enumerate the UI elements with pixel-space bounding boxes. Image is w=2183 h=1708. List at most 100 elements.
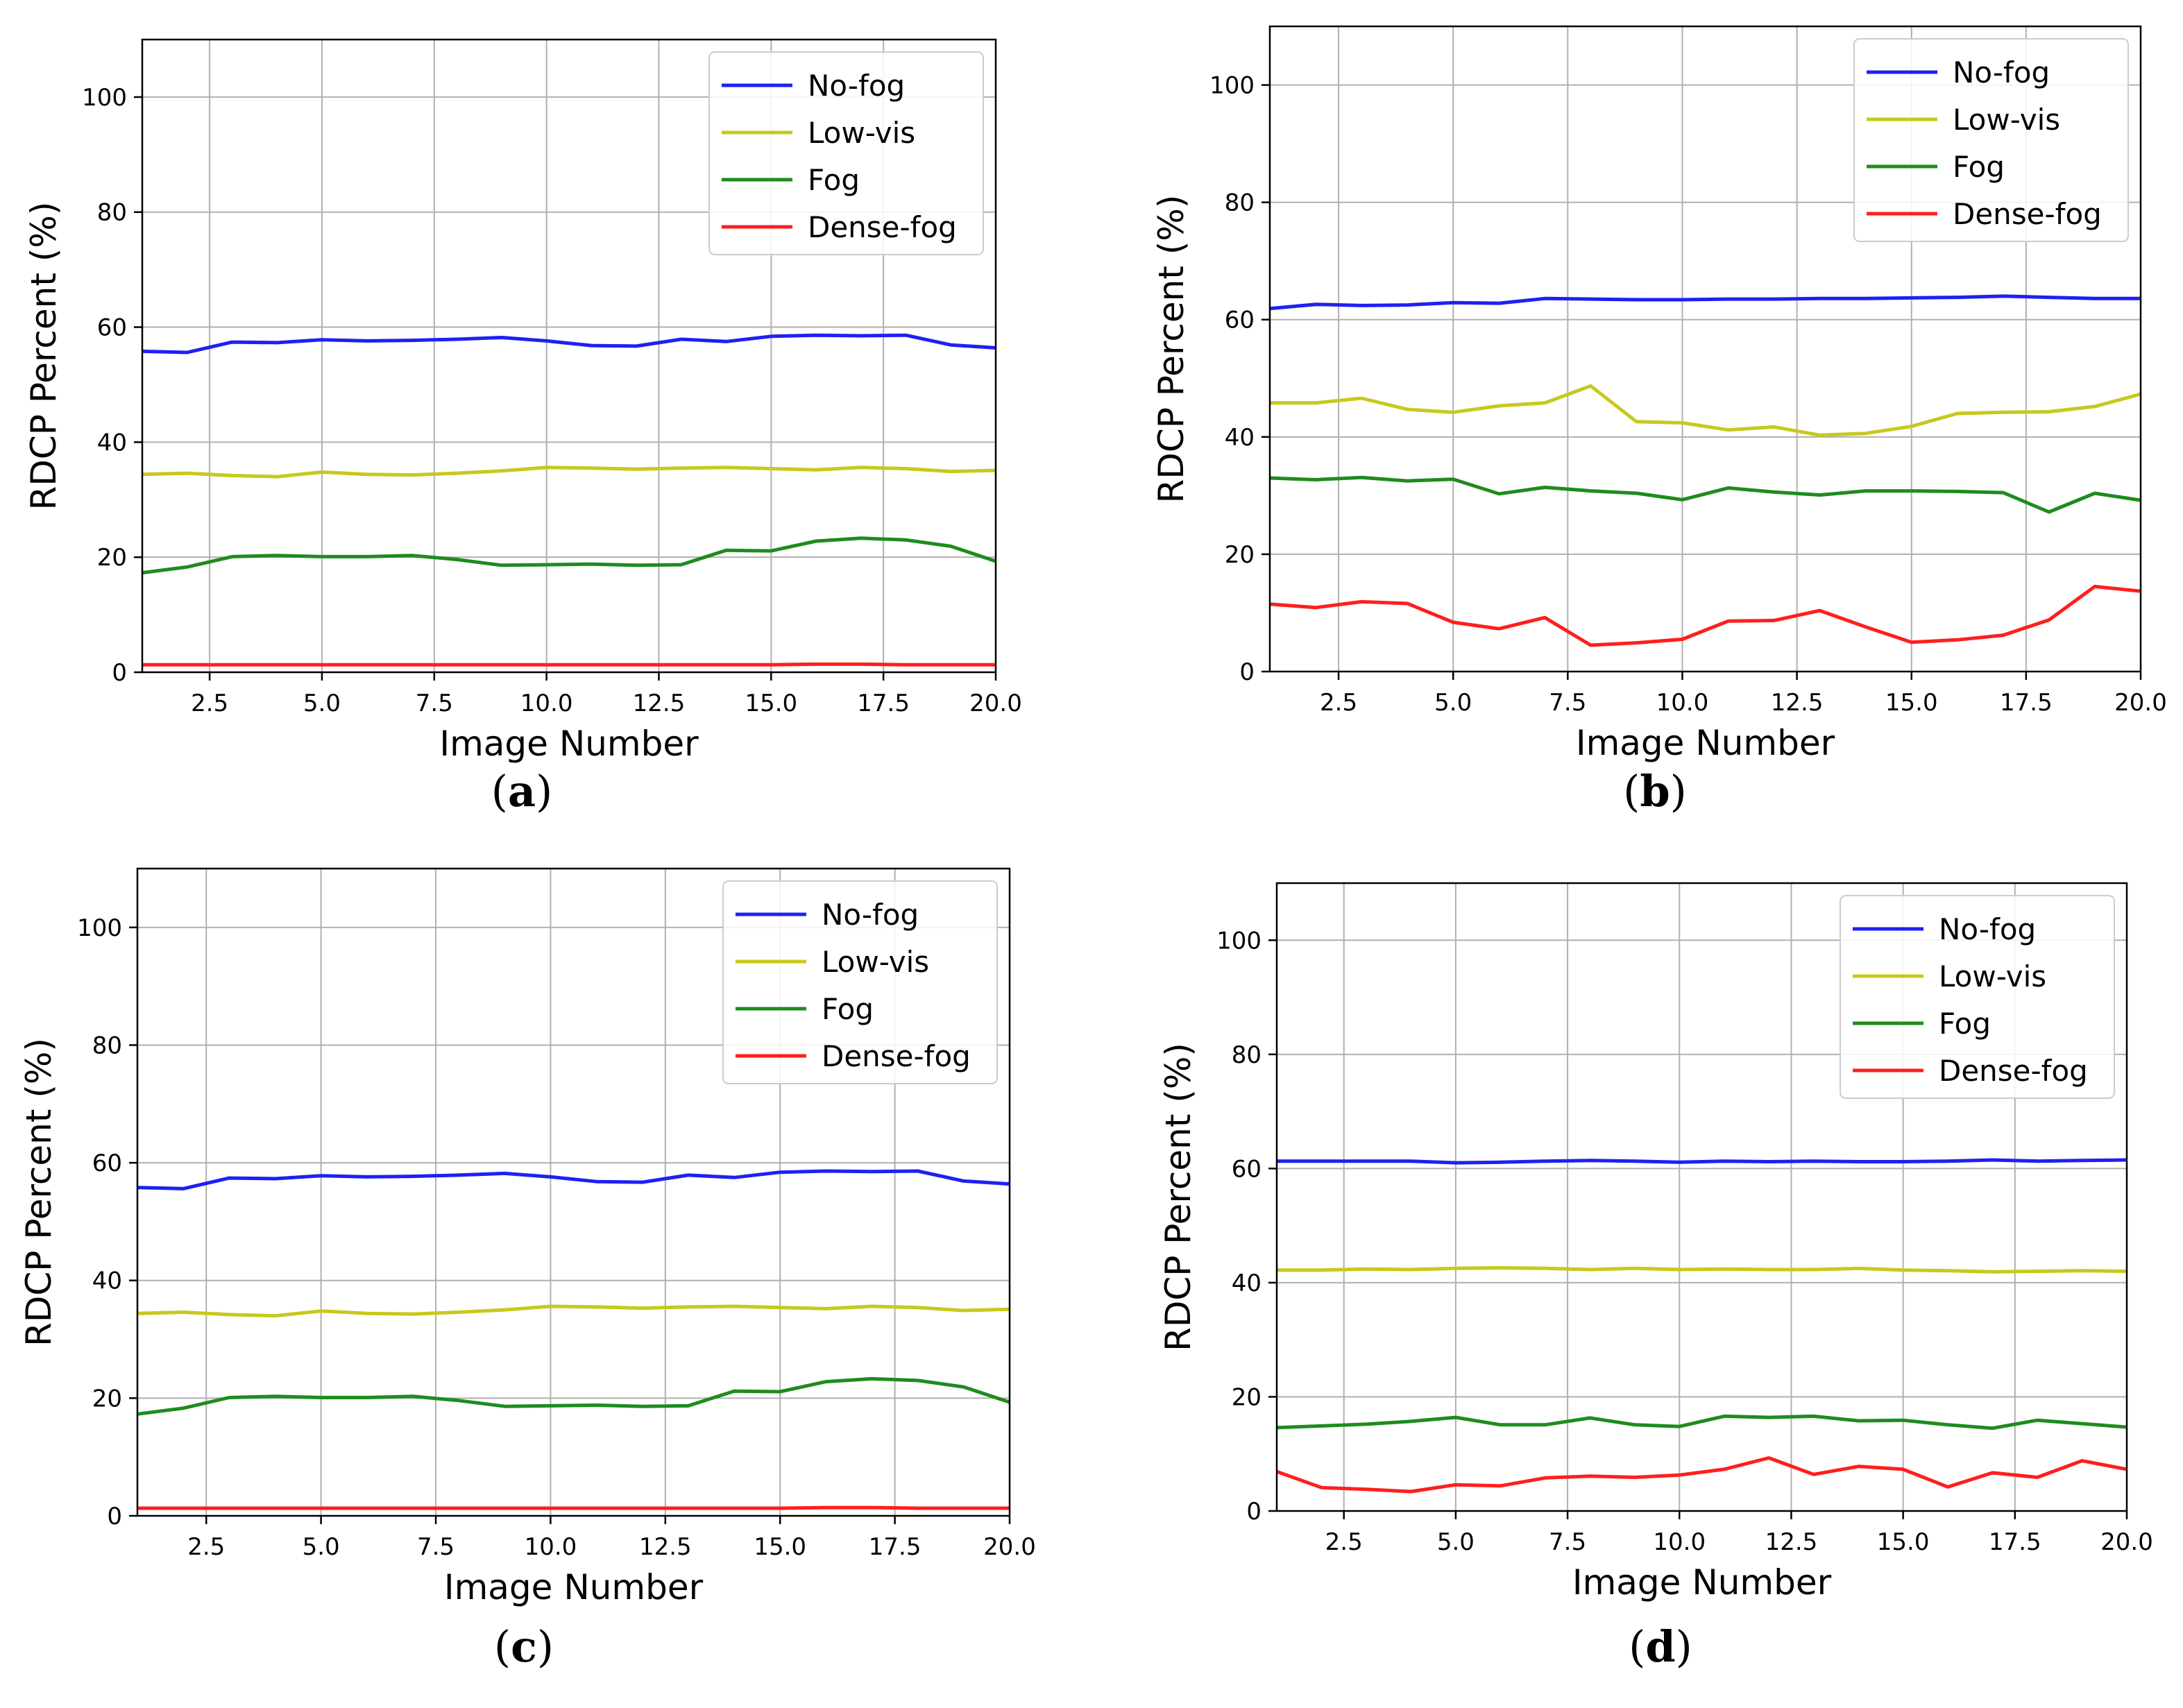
caption-paren: ( <box>491 766 508 817</box>
series-line-no-fog <box>137 1169 1010 1190</box>
y-tick-label: 60 <box>1232 1155 1262 1183</box>
x-tick-label: 7.5 <box>1549 1528 1586 1556</box>
x-tick-label: 20.0 <box>2100 1528 2153 1556</box>
x-tick-label: 5.0 <box>303 690 341 717</box>
plot-frame <box>1268 25 2142 673</box>
x-tick-label: 12.5 <box>1771 689 1824 717</box>
caption-letter: d <box>1645 1621 1675 1672</box>
caption-paren: ) <box>537 1621 554 1672</box>
legend-box <box>1853 38 2129 242</box>
x-axis-label: Image Number <box>439 724 699 764</box>
legend-label: No-fog <box>1953 55 2050 89</box>
y-tick-label: 80 <box>1232 1041 1262 1069</box>
legend-label: No-fog <box>822 898 919 932</box>
y-tick-label: 0 <box>107 1503 122 1530</box>
series-line-low-vis <box>142 466 996 479</box>
y-tick-label: 60 <box>92 1150 122 1177</box>
legend-label: Dense-fog <box>822 1039 971 1073</box>
series-line-fog <box>1269 475 2141 514</box>
x-tick-label: 2.5 <box>1325 1528 1363 1556</box>
legend-label: No-fog <box>1939 912 2036 946</box>
caption-paren: ) <box>1676 1621 1692 1672</box>
y-axis-label: RDCP Percent (%) <box>1158 1043 1198 1351</box>
series-line-dense-fog <box>1269 584 2141 647</box>
y-tick-label: 60 <box>97 314 127 342</box>
caption-paren: ( <box>1629 1621 1645 1672</box>
chart-panel-d: 2.5 5.0 7.5 10.0 12.5 15.0 17.5 20.0 0 20 40 60 80 10… <box>1158 882 2153 1672</box>
x-tick-label: 2.5 <box>191 690 228 717</box>
legend-label: Dense-fog <box>1939 1054 2088 1088</box>
y-tick-label: 100 <box>77 914 122 942</box>
plot-frame <box>1275 882 2128 1512</box>
caption-paren: ) <box>536 766 552 817</box>
x-tick-label: 10.0 <box>525 1533 577 1561</box>
y-tick-label: 20 <box>1225 541 1255 569</box>
series-line-low-vis <box>137 1304 1010 1318</box>
y-tick-label: 40 <box>1232 1270 1262 1297</box>
y-tick-label: 0 <box>1246 1498 1262 1526</box>
y-tick-label: 20 <box>92 1385 122 1412</box>
x-tick-label: 17.5 <box>869 1533 921 1561</box>
y-tick-label: 0 <box>1239 658 1255 686</box>
x-tick-label: 15.0 <box>745 690 797 717</box>
y-tick-label: 20 <box>1232 1383 1262 1411</box>
series-line-no-fog <box>1269 294 2141 311</box>
series-line-no-fog <box>1277 1158 2127 1165</box>
caption-letter: a <box>508 766 536 817</box>
legend-label: Low-vis <box>1953 103 2060 137</box>
series-line-dense-fog <box>1276 1456 2127 1494</box>
x-tick-label: 15.0 <box>754 1533 806 1561</box>
x-tick-label: 20.0 <box>969 690 1022 717</box>
legend-label: Low-vis <box>808 116 915 150</box>
legend-label: No-fog <box>808 69 905 103</box>
x-tick-label: 20.0 <box>983 1533 1036 1561</box>
y-axis-label: RDCP Percent (%) <box>19 1038 59 1347</box>
legend: No-fog Low-vis Fog Dense-fog <box>1853 38 2129 242</box>
y-tick-label: 80 <box>92 1032 122 1059</box>
y-tick-label: 80 <box>97 199 127 227</box>
x-tick-label: 12.5 <box>639 1533 692 1561</box>
series-line-no-fog <box>142 333 996 355</box>
caption-paren: ( <box>1623 766 1640 817</box>
series-line-fog <box>142 536 996 575</box>
x-tick-label: 10.0 <box>1656 689 1709 717</box>
x-tick-label: 12.5 <box>633 690 686 717</box>
x-tick-label: 7.5 <box>416 690 453 717</box>
legend-label: Fog <box>822 992 874 1026</box>
chart-panel-b: 2.5 5.0 7.5 10.0 12.5 15.0 17.5 20.0 0 20 40 60 80 10… <box>1151 25 2167 817</box>
x-tick-label: 7.5 <box>417 1533 455 1561</box>
series-line-low-vis <box>1277 1266 2127 1274</box>
y-tick-label: 40 <box>92 1267 122 1295</box>
legend-label: Fog <box>808 163 860 197</box>
legend-label: Fog <box>1939 1007 1991 1041</box>
x-tick-label: 2.5 <box>187 1533 225 1561</box>
caption-letter: b <box>1640 766 1670 817</box>
x-tick-label: 10.0 <box>520 690 573 717</box>
x-tick-label: 15.0 <box>1877 1528 1930 1556</box>
x-tick-label: 5.0 <box>303 1533 340 1561</box>
legend-label: Low-vis <box>1939 959 2046 993</box>
caption-letter: c <box>511 1621 537 1672</box>
y-tick-label: 20 <box>97 544 127 572</box>
panel-caption: (a) <box>491 766 553 817</box>
legend: No-fog Low-vis Fog Dense-fog <box>708 51 984 255</box>
legend-box <box>708 51 984 255</box>
legend-box <box>1840 895 2115 1099</box>
legend: No-fog Low-vis Fog Dense-fog <box>1840 895 2115 1099</box>
caption-paren: ) <box>1670 766 1687 817</box>
x-tick-label: 12.5 <box>1765 1528 1818 1556</box>
series-line-low-vis <box>1270 384 2141 437</box>
x-tick-label: 17.5 <box>1989 1528 2041 1556</box>
y-tick-label: 100 <box>1209 72 1255 100</box>
caption-paren: ( <box>494 1621 511 1672</box>
x-axis-label: Image Number <box>444 1567 704 1607</box>
series-line-fog <box>1276 1414 2127 1431</box>
y-tick-label: 80 <box>1225 189 1255 217</box>
legend-label: Low-vis <box>822 945 929 979</box>
legend-label: Dense-fog <box>808 210 957 244</box>
plot-frame <box>136 867 1011 1517</box>
panel-caption: (c) <box>494 1621 554 1672</box>
x-axis-label: Image Number <box>1576 723 1835 763</box>
x-tick-label: 20.0 <box>2114 689 2167 717</box>
